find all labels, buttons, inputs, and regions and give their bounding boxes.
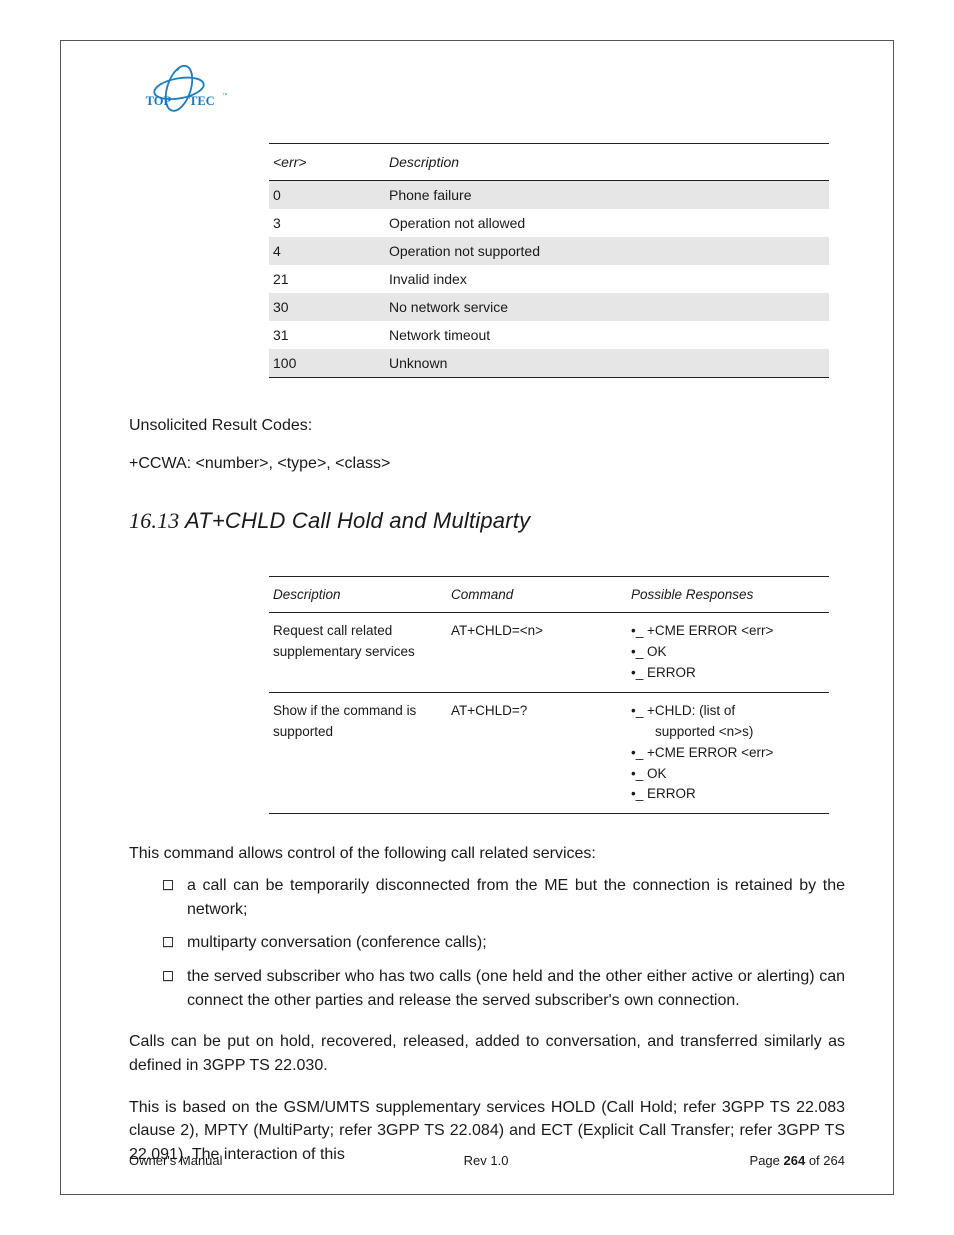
bullet-item: a call can be temporarily disconnected f… xyxy=(157,874,845,921)
ccwa-line: +CCWA: <number>, <type>, <class> xyxy=(129,452,845,476)
cmd-responses: +CME ERROR <err> OK ERROR xyxy=(627,613,829,693)
resp-item-cont: supported <n>s) xyxy=(631,722,825,743)
brand-logo: TOP TEC ™ xyxy=(129,65,229,115)
resp-item: OK xyxy=(631,642,825,663)
err-code: 0 xyxy=(269,181,385,210)
resp-item: +CME ERROR <err> xyxy=(631,743,825,764)
unsolicited-label: Unsolicited Result Codes: xyxy=(129,414,845,438)
cmd-command: AT+CHLD=<n> xyxy=(447,613,627,693)
page-footer: Owner's Manual Rev 1.0 Page 264 of 264 xyxy=(129,1153,845,1168)
cmd-command: AT+CHLD=? xyxy=(447,692,627,814)
err-desc: Unknown xyxy=(385,349,829,378)
resp-item: +CHLD: (list of xyxy=(631,701,825,722)
resp-item: ERROR xyxy=(631,663,825,684)
err-header-code: <err> xyxy=(269,144,385,181)
err-desc: Invalid index xyxy=(385,265,829,293)
logo-left-text: TOP xyxy=(146,94,172,108)
err-desc: Operation not supported xyxy=(385,237,829,265)
bullet-list: a call can be temporarily disconnected f… xyxy=(157,874,845,1012)
footer-center: Rev 1.0 xyxy=(464,1153,509,1168)
svg-text:™: ™ xyxy=(222,93,227,99)
err-desc: Operation not allowed xyxy=(385,209,829,237)
resp-item: OK xyxy=(631,764,825,785)
logo-right-text: TEC xyxy=(189,94,215,108)
footer-left: Owner's Manual xyxy=(129,1153,223,1168)
err-code: 31 xyxy=(269,321,385,349)
err-header-desc: Description xyxy=(385,144,829,181)
section-number: 16.13 xyxy=(129,508,180,533)
err-desc: Network timeout xyxy=(385,321,829,349)
err-code: 3 xyxy=(269,209,385,237)
page-frame: TOP TEC ™ <err> Description 0Phone failu… xyxy=(60,40,894,1195)
error-code-table: <err> Description 0Phone failure 3Operat… xyxy=(269,143,829,378)
cmd-header-resp: Possible Responses xyxy=(627,577,829,613)
paragraph: Calls can be put on hold, recovered, rel… xyxy=(129,1030,845,1077)
err-desc: Phone failure xyxy=(385,181,829,210)
resp-item: +CME ERROR <err> xyxy=(631,621,825,642)
cmd-responses: +CHLD: (list of supported <n>s) +CME ERR… xyxy=(627,692,829,814)
err-code: 21 xyxy=(269,265,385,293)
cmd-header-desc: Description xyxy=(269,577,447,613)
err-code: 100 xyxy=(269,349,385,378)
resp-item: ERROR xyxy=(631,784,825,805)
err-code: 30 xyxy=(269,293,385,321)
bullet-item: multiparty conversation (conference call… xyxy=(157,931,845,955)
bullet-item: the served subscriber who has two calls … xyxy=(157,965,845,1012)
cmd-desc: Show if the command is supported xyxy=(269,692,447,814)
footer-page: Page 264 of 264 xyxy=(750,1153,845,1168)
section-title: AT+CHLD Call Hold and Multiparty xyxy=(180,508,531,533)
err-desc: No network service xyxy=(385,293,829,321)
command-table: Description Command Possible Responses R… xyxy=(269,576,829,814)
err-code: 4 xyxy=(269,237,385,265)
lead-paragraph: This command allows control of the follo… xyxy=(129,842,845,866)
cmd-header-cmd: Command xyxy=(447,577,627,613)
section-heading: 16.13 AT+CHLD Call Hold and Multiparty xyxy=(129,508,845,534)
cmd-desc: Request call related supplementary servi… xyxy=(269,613,447,693)
